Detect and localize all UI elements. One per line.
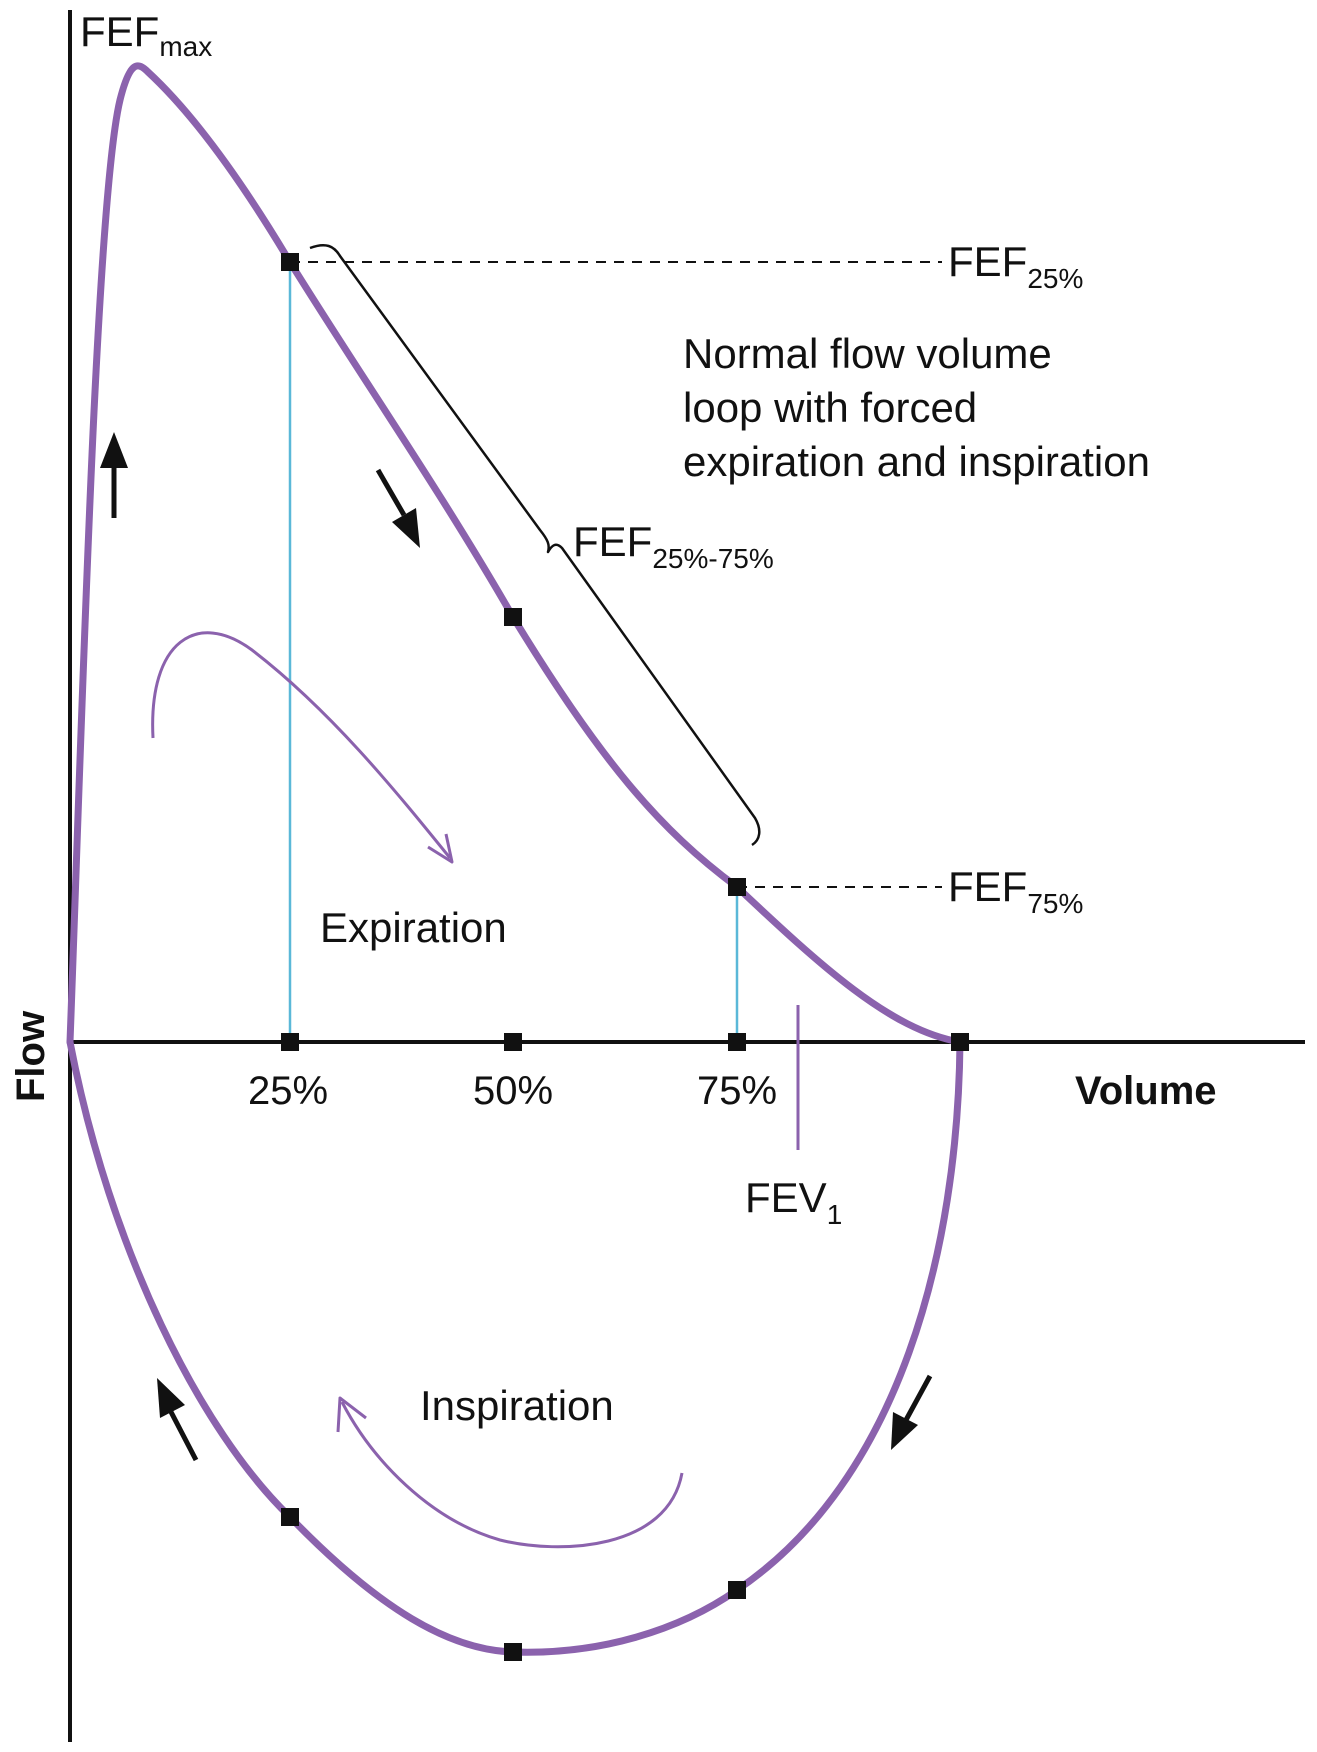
y-axis-title: Flow	[9, 1010, 53, 1102]
fef-25-label: FEF25%	[948, 238, 1083, 294]
fef-75-label: FEF75%	[948, 863, 1083, 919]
fef-25-sub: 25%	[1027, 263, 1083, 294]
expiration-curve	[66, 62, 964, 1046]
axis-marker-75	[728, 1033, 746, 1051]
direction-arrows	[100, 432, 933, 1462]
exp-marker-25	[281, 253, 299, 271]
exp-marker-75	[728, 878, 746, 896]
fef-25-75-sub: 25%-75%	[652, 543, 773, 574]
expiration-flow-arrow	[151, 631, 454, 864]
fef-max-sub: max	[159, 31, 212, 62]
tick-label-25: 25%	[248, 1069, 328, 1113]
exp-marker-50	[504, 608, 522, 626]
volume-axis-markers	[281, 1033, 969, 1051]
expiration-curve-markers	[281, 253, 746, 896]
insp-marker-75	[728, 1581, 746, 1599]
fef-25-75-label: FEF25%-75%	[573, 518, 774, 574]
description-line-1: Normal flow volume	[683, 330, 1052, 377]
axis-marker-end	[951, 1033, 969, 1051]
description-line-3: expiration and inspiration	[683, 438, 1150, 485]
expiration-label: Expiration	[320, 904, 507, 951]
axis-marker-50	[504, 1033, 522, 1051]
tick-label-75: 75%	[697, 1069, 777, 1113]
fef-75-base: FEF	[948, 863, 1027, 910]
fef-75-sub: 75%	[1027, 888, 1083, 919]
arrow-up-icon	[100, 432, 128, 518]
fef-25-75-base: FEF	[573, 518, 652, 565]
description-line-2: loop with forced	[683, 384, 977, 431]
inspiration-curve	[66, 1038, 964, 1656]
axis-marker-25	[281, 1033, 299, 1051]
fef-max-base: FEF	[80, 8, 159, 55]
arrow-up-left-icon	[157, 1378, 199, 1462]
tick-label-50: 50%	[473, 1069, 553, 1113]
inspiration-curve-markers	[281, 1508, 746, 1661]
fef25-75-brace	[309, 244, 761, 847]
fef-max-label: FEFmax	[80, 8, 212, 62]
arrow-down-right-icon	[375, 468, 420, 548]
insp-marker-25	[281, 1508, 299, 1526]
fev1-base: FEV	[745, 1174, 827, 1221]
inspiration-label: Inspiration	[420, 1382, 614, 1429]
inspiration-flow-arrow	[336, 1396, 684, 1549]
insp-marker-50	[504, 1643, 522, 1661]
fev1-sub: 1	[827, 1199, 843, 1230]
x-axis-title: Volume	[1075, 1069, 1217, 1113]
arrow-down-left-icon	[891, 1374, 933, 1450]
fef-25-base: FEF	[948, 238, 1027, 285]
fev1-label: FEV1	[745, 1174, 842, 1230]
